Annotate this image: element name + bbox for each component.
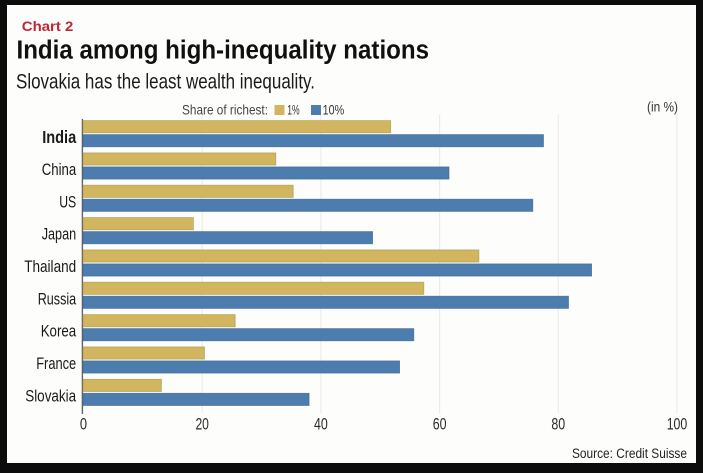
svg-text:Korea: Korea: [41, 322, 77, 341]
svg-text:(in %): (in %): [647, 100, 678, 115]
svg-text:Slovakia has the least wealth: Slovakia has the least wealth inequality…: [16, 71, 315, 94]
svg-text:France: France: [36, 354, 76, 373]
svg-text:Source: Credit Suisse: Source: Credit Suisse: [572, 446, 687, 462]
svg-text:Chart 2: Chart 2: [22, 19, 74, 34]
svg-text:1%: 1%: [287, 102, 299, 117]
svg-text:Thailand: Thailand: [24, 257, 76, 276]
svg-text:60: 60: [433, 415, 447, 434]
svg-text:40: 40: [314, 415, 328, 434]
svg-text:100: 100: [667, 415, 688, 434]
svg-text:US: US: [59, 192, 76, 211]
svg-text:20: 20: [195, 415, 209, 434]
svg-text:Slovakia: Slovakia: [25, 386, 76, 405]
svg-text:India: India: [42, 127, 76, 147]
svg-text:Share of richest:: Share of richest:: [182, 102, 268, 117]
svg-text:Russia: Russia: [38, 289, 77, 308]
svg-text:India among high-inequality na: India among high-inequality nations: [17, 36, 430, 64]
svg-text:0: 0: [80, 415, 87, 434]
svg-text:10%: 10%: [323, 102, 345, 117]
svg-text:Japan: Japan: [42, 225, 77, 244]
svg-text:80: 80: [551, 415, 565, 434]
svg-text:China: China: [42, 160, 77, 179]
